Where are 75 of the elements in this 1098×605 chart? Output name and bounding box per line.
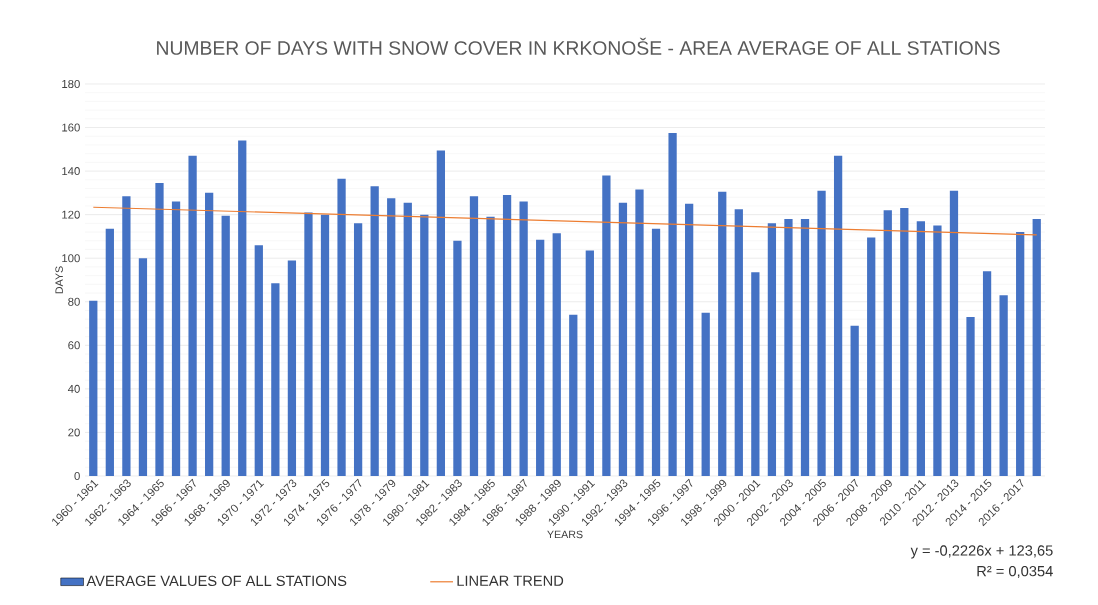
bar: [982, 271, 992, 476]
y-tick-label: 60: [68, 341, 80, 350]
bar: [304, 212, 313, 476]
y-tick-label: 20: [68, 428, 80, 437]
bar: [519, 201, 528, 476]
bar: [585, 250, 594, 476]
bar: [89, 300, 98, 476]
text: y = -0,2226x + 123,65: [910, 545, 1053, 559]
bar: [1032, 219, 1041, 476]
bar: [1016, 232, 1025, 476]
bar: [916, 221, 925, 476]
bar: [701, 312, 710, 476]
bar: [205, 192, 214, 476]
bar: [784, 219, 793, 476]
bar: [651, 228, 661, 476]
bar: [800, 219, 810, 476]
bar: [502, 195, 512, 476]
y-axis-title: DAYS: [55, 266, 63, 294]
bar: [138, 258, 148, 476]
bar: [271, 283, 280, 476]
bar: [618, 202, 628, 476]
bar: [337, 178, 346, 476]
bar: [254, 245, 263, 476]
bar: [238, 140, 247, 476]
bar: [171, 201, 181, 476]
y-tick-label: 0: [74, 471, 80, 480]
bar: [569, 314, 578, 476]
bar: [767, 223, 777, 476]
bar: [370, 186, 379, 476]
bar: [635, 189, 644, 476]
y-tick-label: 80: [68, 297, 80, 306]
bar: [966, 317, 975, 476]
y-tick-label: 180: [62, 79, 80, 88]
bar: [900, 208, 909, 476]
chart-title: NUMBER OF DAYS WITH SNOW COVER IN KRKONOŠE - AREA AVERAGE OF ALL STATIONS: [157, 37, 1000, 55]
bar: [685, 203, 694, 476]
bar: [552, 233, 561, 476]
bar: [883, 210, 892, 476]
text: R² = 0,0354: [977, 565, 1053, 579]
bar: [353, 223, 363, 476]
bar: [420, 214, 429, 476]
bar: [949, 190, 959, 476]
bar: [320, 214, 330, 476]
bar: [751, 272, 760, 476]
bar: [718, 191, 727, 476]
bar: [668, 132, 677, 476]
bar: [221, 215, 230, 476]
y-tick-label: 160: [62, 123, 80, 132]
y-tick-label: 40: [67, 384, 80, 393]
y-tick-label: 120: [62, 210, 80, 219]
y-tick-label: 140: [62, 167, 80, 176]
legend-label: LINEAR TREND: [457, 575, 564, 586]
bar: [817, 190, 826, 476]
bar: [469, 196, 479, 476]
bar: [387, 198, 396, 476]
bar: [850, 325, 859, 476]
bar: [122, 196, 131, 476]
y-tick-label: 100: [62, 254, 80, 263]
bar: [105, 228, 114, 476]
bar: [155, 183, 164, 476]
legend-label: AVERAGE VALUES OF ALL STATIONS: [86, 575, 347, 587]
bar: [933, 225, 942, 476]
x-axis-title: YEARS: [547, 530, 583, 539]
bar: [403, 202, 412, 476]
bar: [486, 216, 495, 476]
bar: [999, 295, 1008, 476]
bar: [287, 260, 297, 476]
bar: [867, 237, 876, 476]
bar: [833, 155, 843, 476]
bar: [536, 239, 545, 476]
bar: [453, 240, 462, 476]
bar: [602, 175, 611, 476]
bar: [188, 155, 197, 476]
bar: [436, 150, 445, 476]
bar: [734, 209, 743, 476]
